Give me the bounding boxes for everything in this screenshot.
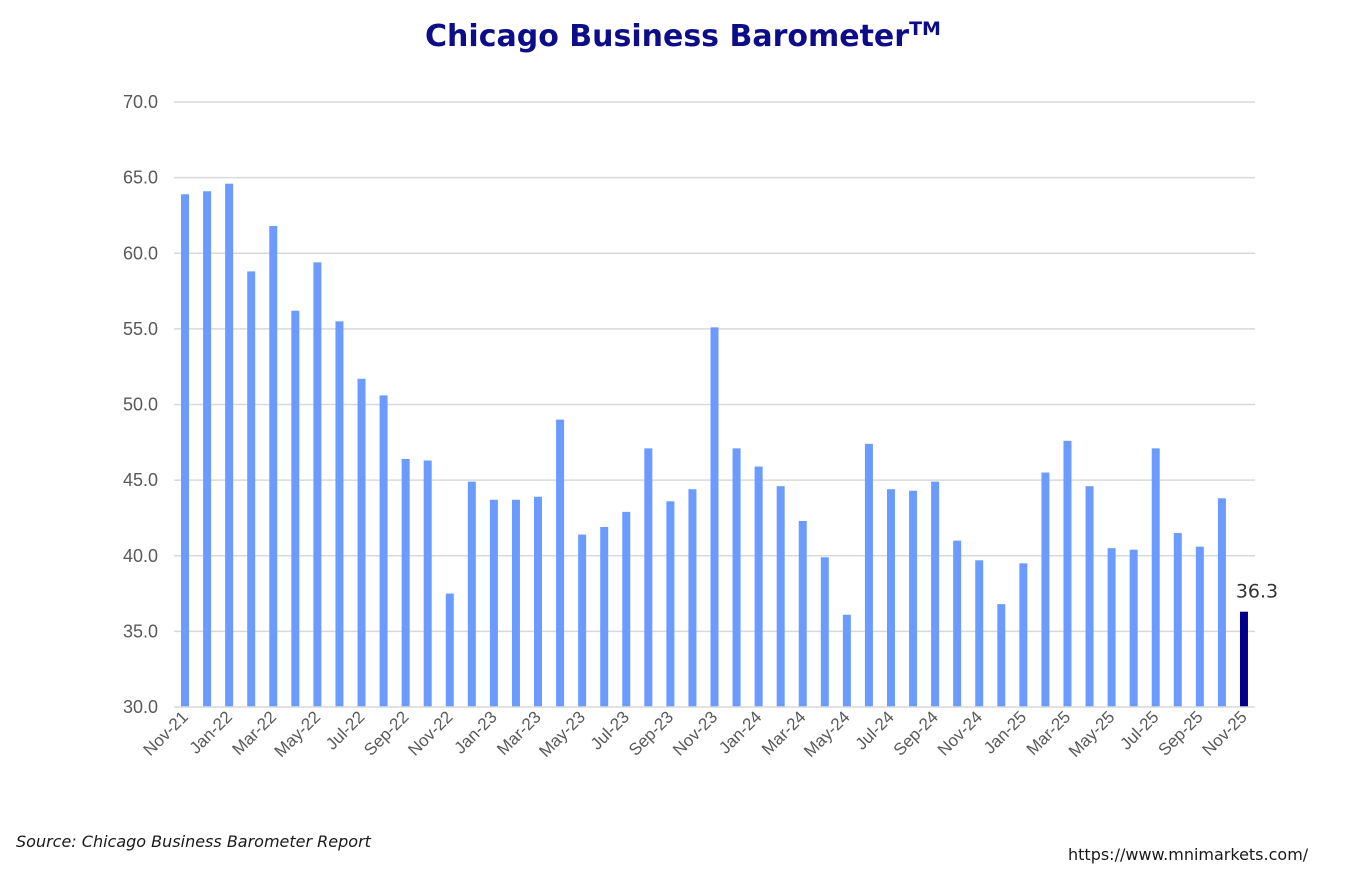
x-tick-label: Nov-22 [404,707,456,759]
chart-title: Chicago Business BarometerTM [0,18,1366,54]
x-tick-label: May-25 [1065,707,1119,761]
x-tick-label: Sep-25 [1154,707,1206,759]
bar-jul-23 [622,511,631,707]
bar-may-24 [842,614,851,707]
bar-dec-21 [203,191,212,708]
bar-nov-23 [710,327,719,707]
bar-jul-25 [1151,448,1160,707]
bar-oct-22 [423,460,432,707]
trademark-mark: TM [909,18,941,40]
bar-sep-23 [666,501,675,707]
bar-aug-24 [909,490,918,707]
bar-mar-24 [798,520,807,707]
x-tick-label: Sep-24 [890,707,942,759]
y-tick-label: 55.0 [123,319,158,339]
bar-nov-24 [975,560,984,707]
x-tick-label: Nov-25 [1199,707,1251,759]
x-tick-label: Nov-24 [934,707,986,759]
x-tick-label: Jan-23 [451,707,501,757]
y-tick-label: 70.0 [123,92,158,112]
bar-apr-24 [820,557,829,707]
bar-jan-23 [489,499,498,707]
x-tick-label: May-22 [271,707,325,761]
bar-nov-25 [1239,611,1248,707]
bar-jun-23 [600,527,609,707]
bar-jun-25 [1129,549,1138,707]
bar-apr-25 [1085,486,1094,707]
x-tick-label: Mar-25 [1023,707,1075,759]
y-tick-label: 30.0 [123,697,158,717]
bar-aug-25 [1173,533,1182,707]
bars [181,183,1248,708]
x-axis-tick-labels: Nov-21Jan-22Mar-22May-22Jul-22Sep-22Nov-… [140,707,1251,761]
site-url: https://www.mnimarkets.com/ [1068,845,1309,864]
bar-jun-22 [335,321,344,707]
source-note: Source: Chicago Business Barometer Repor… [16,832,371,851]
x-tick-label: May-23 [535,707,589,761]
bar-aug-22 [379,395,388,707]
bar-jan-22 [225,183,234,708]
x-tick-label: Jan-22 [186,707,236,757]
bar-oct-24 [953,540,962,707]
bar-nov-21 [181,194,190,707]
bar-jan-25 [1019,563,1028,707]
bar-may-25 [1107,548,1116,707]
bar-dec-24 [997,604,1006,707]
y-tick-label: 65.0 [123,168,158,188]
bar-feb-23 [511,499,520,707]
bar-may-22 [313,262,322,707]
bar-jul-24 [886,489,895,707]
bar-apr-23 [556,419,565,707]
x-tick-label: Nov-23 [669,707,721,759]
bar-jun-24 [864,443,873,707]
y-tick-label: 60.0 [123,243,158,263]
x-tick-label: Jan-25 [980,707,1030,757]
y-tick-label: 35.0 [123,621,158,641]
bar-oct-23 [688,489,697,707]
chart-title-text: Chicago Business Barometer [425,19,910,54]
bar-oct-25 [1217,498,1226,707]
x-tick-label: Sep-22 [360,707,412,759]
x-tick-label: Mar-22 [229,707,281,759]
bar-jan-24 [754,466,763,707]
x-tick-label: Mar-23 [493,707,545,759]
data-label-last: 36.3 [1236,581,1278,603]
bar-aug-23 [644,448,653,707]
bar-apr-22 [291,310,300,707]
bar-sep-22 [401,458,410,707]
x-tick-label: Sep-23 [625,707,677,759]
bar-jul-22 [357,378,366,707]
y-tick-label: 45.0 [123,470,158,490]
bar-feb-22 [247,271,256,707]
bar-mar-22 [269,226,278,707]
bar-dec-22 [467,481,476,707]
data-labels: 36.3 [1236,581,1278,603]
y-axis-tick-labels: 30.0 35.0 40.0 45.0 50.0 55.0 60.0 65.0 70.0 [123,92,158,717]
bar-may-23 [578,534,587,707]
y-tick-label: 50.0 [123,395,158,415]
bar-dec-23 [732,448,741,707]
x-tick-label: Mar-24 [758,707,810,759]
bar-sep-24 [931,481,940,707]
bar-mar-23 [534,496,543,707]
bar-sep-25 [1195,546,1204,707]
y-tick-label: 40.0 [123,546,158,566]
bar-feb-24 [776,486,785,707]
bar-feb-25 [1041,472,1050,707]
x-tick-label: Jan-24 [715,707,765,757]
x-tick-label: May-24 [800,707,854,761]
bar-mar-25 [1063,440,1072,707]
bar-nov-22 [445,593,454,707]
